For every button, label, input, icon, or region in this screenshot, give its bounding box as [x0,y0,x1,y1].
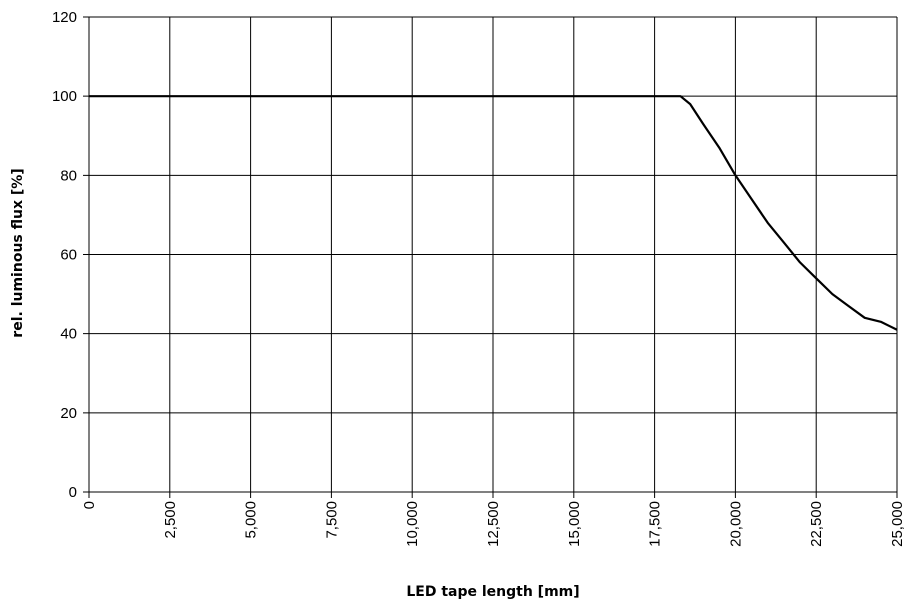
x-tick-label: 17,500 [647,501,664,547]
x-tick-label: 0 [81,501,98,509]
x-axis-label: LED tape length [mm] [406,584,579,600]
x-tick-label: 12,500 [485,501,502,547]
series-line-1 [89,95,898,331]
y-tick-label: 120 [52,9,77,26]
x-tick-label: 20,000 [727,501,744,547]
y-axis-label: rel. luminous flux [%] [10,168,26,337]
x-tick-label: 7,500 [323,501,340,539]
y-tick-label: 0 [69,484,77,501]
x-tick-label: 5,000 [243,501,260,539]
y-tick-label: 60 [60,247,77,264]
x-tick-label: 15,000 [566,501,583,547]
x-tick-label: 10,000 [404,501,421,547]
y-tick-label: 40 [60,326,77,343]
x-tick-label: 2,500 [162,501,179,539]
y-tick-label: 80 [60,167,77,184]
grid-lines [83,16,898,498]
x-tick-label: 22,500 [808,501,825,547]
y-tick-label: 100 [52,88,77,105]
x-tick-label: 25,000 [889,501,906,547]
y-tick-label: 20 [60,405,77,422]
tick-labels: 0 2,500 5,000 7,500 10,000 12,500 15,000 17,500… [52,9,906,547]
series-layer [89,95,898,331]
